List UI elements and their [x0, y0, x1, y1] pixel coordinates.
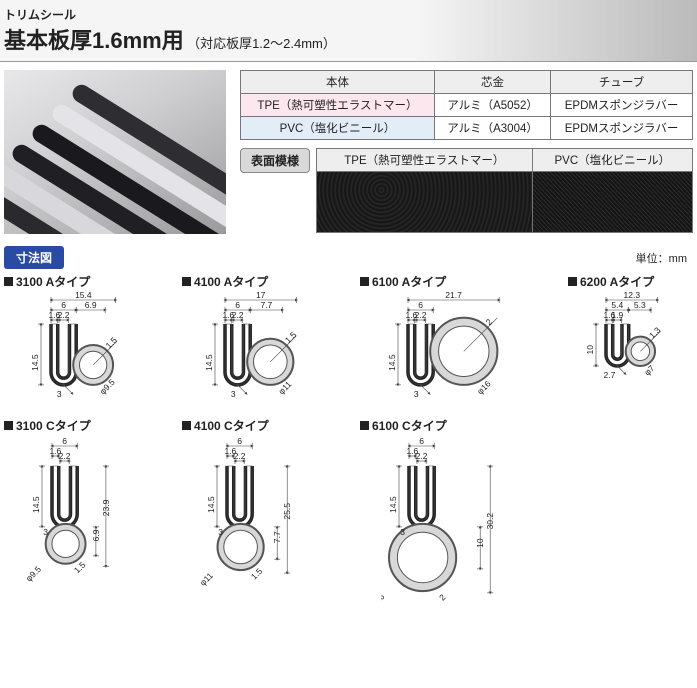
profile-drawing: 12.3 5.4 5.3 1.9 1.6 10 2.7φ7 1.3: [568, 290, 697, 392]
svg-text:3: 3: [401, 527, 406, 537]
svg-text:3: 3: [218, 527, 223, 537]
svg-text:1.6: 1.6: [406, 310, 418, 320]
svg-text:2: 2: [438, 592, 449, 603]
header-subtitle: （対応板厚1.2〜2.4mm）: [187, 36, 336, 51]
svg-text:14.5: 14.5: [388, 496, 398, 513]
surface-pattern-block: 表面模様 TPE（熱可塑性エラストマー） PVC（塩化ビニール）: [240, 148, 693, 233]
profile-cell: 6200 Aタイプ 12.3 5.4 5.3 1.9 1.6 10 2.7φ7 …: [568, 273, 697, 411]
profile-drawing: 6 2.2 1.6 14.5 23.9 6.93φ9.51.5: [4, 434, 174, 590]
col-body: 本体: [241, 71, 435, 94]
table-row: TPE（熱可塑性エラストマー） アルミ（A5052） EPDMスポンジラバー: [241, 94, 693, 117]
col-core: 芯金: [434, 71, 550, 94]
svg-text:3: 3: [231, 389, 236, 399]
cell-body: PVC（塩化ビニール）: [241, 117, 435, 140]
profile-cell: 4100 Aタイプ 17 6 7.7 2.2 1.6 14.5 3φ11 1.5: [182, 273, 352, 411]
profile-cell: 3100 Cタイプ 6 2.2 1.6 14.5 23.9 6.93φ9.51.…: [4, 417, 174, 617]
cell-core: アルミ（A5052）: [434, 94, 550, 117]
table-row: PVC（塩化ビニール） アルミ（A3004） EPDMスポンジラバー: [241, 117, 693, 140]
cell-tube: EPDMスポンジラバー: [551, 117, 693, 140]
header-title: 基本板厚1.6mm用: [4, 28, 184, 53]
profile-drawing: 17 6 7.7 2.2 1.6 14.5 3φ11 1.5: [182, 290, 352, 411]
svg-text:3: 3: [414, 389, 419, 399]
svg-text:12.3: 12.3: [624, 290, 641, 300]
header-kicker: トリムシール: [4, 6, 687, 23]
svg-text:6: 6: [419, 300, 424, 310]
svg-text:φ16: φ16: [381, 591, 387, 609]
svg-text:3: 3: [57, 389, 62, 399]
upper-section: 本体 芯金 チューブ TPE（熱可塑性エラストマー） アルミ（A5052） EP…: [0, 62, 697, 234]
dimension-unit: 単位：mm: [636, 250, 693, 266]
svg-text:2.7: 2.7: [604, 370, 616, 380]
svg-text:14.5: 14.5: [204, 354, 214, 371]
pattern-table: TPE（熱可塑性エラストマー） PVC（塩化ビニール）: [316, 148, 693, 233]
svg-text:6: 6: [237, 436, 242, 446]
material-table: 本体 芯金 チューブ TPE（熱可塑性エラストマー） アルミ（A5052） EP…: [240, 70, 693, 140]
svg-text:6: 6: [236, 300, 241, 310]
svg-text:1.6: 1.6: [224, 446, 236, 456]
svg-text:7.7: 7.7: [261, 300, 273, 310]
profile-cell: 6100 Cタイプ 6 2.2 1.6 14.5 30.2 103φ162: [360, 417, 560, 617]
svg-text:14.5: 14.5: [387, 354, 397, 371]
svg-text:1.6: 1.6: [223, 310, 235, 320]
svg-text:30.2: 30.2: [486, 512, 496, 529]
pattern-head-tpe: TPE（熱可塑性エラストマー）: [317, 149, 533, 172]
svg-text:1.5: 1.5: [103, 335, 119, 351]
cell-body: TPE（熱可塑性エラストマー）: [241, 94, 435, 117]
profile-label: 6200 Aタイプ: [568, 273, 697, 290]
svg-text:1.6: 1.6: [604, 310, 616, 320]
profile-label: 4100 Cタイプ: [182, 417, 352, 434]
profile-drawing: 21.7 6 2.2 1.6 14.5 3φ16 2: [360, 290, 560, 411]
svg-text:6.9: 6.9: [84, 300, 96, 310]
profile-drawing: 6 2.2 1.6 14.5 25.5 7.73φ111.5: [182, 434, 352, 597]
svg-text:1.6: 1.6: [48, 310, 60, 320]
dimension-header: 寸法図 単位：mm: [4, 246, 693, 269]
profile-label: 3100 Cタイプ: [4, 417, 174, 434]
svg-text:10: 10: [585, 345, 595, 355]
pattern-swatch-tpe: [317, 172, 533, 233]
profile-drawing: 6 2.2 1.6 14.5 30.2 103φ162: [360, 434, 560, 617]
profile-cell: 6100 Aタイプ 21.7 6 2.2 1.6 14.5 3φ16 2: [360, 273, 560, 411]
svg-text:14.5: 14.5: [206, 496, 216, 513]
svg-text:21.7: 21.7: [446, 290, 463, 300]
svg-text:5.4: 5.4: [612, 300, 624, 310]
svg-text:10: 10: [476, 538, 486, 548]
cell-tube: EPDMスポンジラバー: [551, 94, 693, 117]
svg-text:23.9: 23.9: [101, 499, 111, 516]
svg-text:17: 17: [256, 290, 266, 300]
profile-drawing: 15.4 6 6.9 2.2 1.6 14.5 3φ9.5 1.5: [4, 290, 174, 411]
svg-text:φ11: φ11: [199, 570, 215, 587]
svg-text:6: 6: [62, 436, 67, 446]
svg-text:14.5: 14.5: [31, 496, 41, 513]
product-photo: [4, 70, 226, 234]
svg-text:15.4: 15.4: [75, 290, 92, 300]
svg-text:1.6: 1.6: [407, 446, 419, 456]
svg-text:6: 6: [420, 436, 425, 446]
profile-cell: 4100 Cタイプ 6 2.2 1.6 14.5 25.5 7.73φ111.5: [182, 417, 352, 617]
svg-text:3: 3: [43, 527, 48, 537]
svg-text:φ9.5: φ9.5: [24, 564, 43, 584]
col-tube: チューブ: [551, 71, 693, 94]
svg-text:1.3: 1.3: [647, 325, 663, 341]
svg-text:25.5: 25.5: [282, 503, 292, 520]
pattern-head-pvc: PVC（塩化ビニール）: [532, 149, 692, 172]
svg-text:1.5: 1.5: [283, 329, 299, 345]
profiles-grid: 3100 Aタイプ 15.4 6 6.9 2.2 1.6 14.5 3φ9.5 …: [0, 273, 697, 625]
profile-label: 4100 Aタイプ: [182, 273, 352, 290]
svg-text:14.5: 14.5: [30, 354, 40, 371]
svg-text:1.6: 1.6: [49, 446, 61, 456]
profile-label: 3100 Aタイプ: [4, 273, 174, 290]
profile-label: 6100 Cタイプ: [360, 417, 560, 434]
pattern-swatch-pvc: [532, 172, 692, 233]
svg-text:7.7: 7.7: [272, 531, 282, 543]
cell-core: アルミ（A3004）: [434, 117, 550, 140]
spec-column: 本体 芯金 チューブ TPE（熱可塑性エラストマー） アルミ（A5052） EP…: [240, 70, 693, 234]
pattern-tag: 表面模様: [240, 148, 310, 173]
page-header: トリムシール 基本板厚1.6mm用 （対応板厚1.2〜2.4mm）: [0, 0, 697, 62]
svg-text:6: 6: [61, 300, 66, 310]
dimension-tag: 寸法図: [4, 246, 64, 269]
profile-cell: 3100 Aタイプ 15.4 6 6.9 2.2 1.6 14.5 3φ9.5 …: [4, 273, 174, 411]
svg-text:6.9: 6.9: [91, 529, 101, 541]
svg-text:5.3: 5.3: [634, 300, 646, 310]
profile-label: 6100 Aタイプ: [360, 273, 560, 290]
